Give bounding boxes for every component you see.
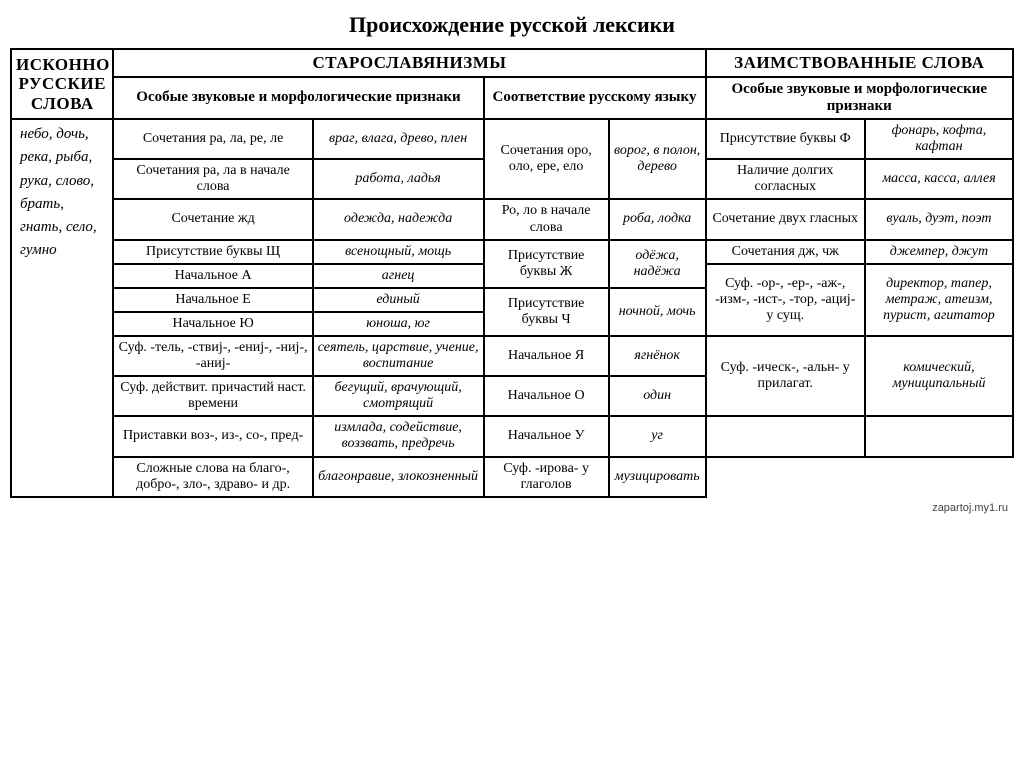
slav-sign: Приставки воз-, из-, со-, пред- xyxy=(113,416,312,456)
slav-ex: благонравие, злокозненный xyxy=(313,457,484,497)
slav-ex: бегущий, врачующий, смотрящий xyxy=(313,376,484,416)
loan-sign: Суф. -ическ-, -альн- у прилагат. xyxy=(706,336,865,416)
loan-ex: вуаль, дуэт, поэт xyxy=(865,199,1013,239)
loan-ex: комический, муниципальный xyxy=(865,336,1013,416)
slav-ex: одежда, надежда xyxy=(313,199,484,239)
slav-sign: Суф. действит. причастий наст. времени xyxy=(113,376,312,416)
loan-ex: фонарь, кофта, кафтан xyxy=(865,119,1013,159)
corr-sign: Сочетания оро, оло, ере, ело xyxy=(484,119,609,199)
slav-sign: Сочетание жд xyxy=(113,199,312,239)
slav-sign: Суф. -тель, -ствиј-, -ениј-, -ниј-, -ани… xyxy=(113,336,312,376)
loan-sign: Суф. -ор-, -ер-, -аж-, -изм-, -ист-, -то… xyxy=(706,264,865,336)
slav-ex: агнец xyxy=(313,264,484,288)
slav-ex: единый xyxy=(313,288,484,312)
col-loan-signs: Особые звуковые и морфологические призна… xyxy=(706,77,1013,120)
slav-sign: Начальное А xyxy=(113,264,312,288)
slav-sign: Сочетания ра, ла в начале слова xyxy=(113,159,312,199)
loan-sign: Присутствие буквы Ф xyxy=(706,119,865,159)
loan-sign: Суф. -ирова- у глаголов xyxy=(484,457,609,497)
corr-sign: Начальное Я xyxy=(484,336,609,376)
slav-ex: сеятель, царствие, учение, воспитание xyxy=(313,336,484,376)
loan-ex: директор, тапер, метраж, атеизм, пурист,… xyxy=(865,264,1013,336)
loan-ex: музицировать xyxy=(609,457,706,497)
page-title: Происхождение русской лексики xyxy=(10,12,1014,38)
corr-ex: роба, лодка xyxy=(609,199,706,239)
col-slav-signs: Особые звуковые и морфологические призна… xyxy=(113,77,483,120)
corr-ex: одёжа, надёжа xyxy=(609,240,706,288)
loan-sign: Сочетания дж, чж xyxy=(706,240,865,264)
corr-ex: уг xyxy=(609,416,706,456)
slav-sign: Начальное Ю xyxy=(113,312,312,336)
corr-sign: Начальное О xyxy=(484,376,609,416)
corr-ex: один xyxy=(609,376,706,416)
loan-sign: Сочетание двух гласных xyxy=(706,199,865,239)
slav-ex: всенощный, мощь xyxy=(313,240,484,264)
loan-ex: масса, касса, аллея xyxy=(865,159,1013,199)
slav-ex: юноша, юг xyxy=(313,312,484,336)
corr-sign: Присутствие буквы Ж xyxy=(484,240,609,288)
slav-ex: измлада, содей­ствие, воззвать, предречь xyxy=(313,416,484,456)
slav-sign: Присутствие буквы Щ xyxy=(113,240,312,264)
corr-sign: Присутствие буквы Ч xyxy=(484,288,609,336)
native-words: небо, дочь, река, рыба, рука, слово, бра… xyxy=(11,119,113,497)
slav-sign: Сложные слова на благо-, добро-, зло-, з… xyxy=(113,457,312,497)
col-loan: ЗАИМСТВОВАННЫЕ СЛОВА xyxy=(706,49,1013,77)
slav-ex: враг, влага, древо, плен xyxy=(313,119,484,159)
footer-credit: zapartoj.my1.ru xyxy=(10,502,1014,514)
corr-ex: ворог, в полон, дерево xyxy=(609,119,706,199)
corr-ex: ночной, мочь xyxy=(609,288,706,336)
slav-sign: Начальное Е xyxy=(113,288,312,312)
lexicon-table: ИСКОННО РУССКИЕ СЛОВА СТАРОСЛАВЯНИЗМЫ ЗА… xyxy=(10,48,1014,498)
loan-sign: Наличие долгих согласных xyxy=(706,159,865,199)
col-slav-corr: Соответствие русскому языку xyxy=(484,77,706,120)
col-slav: СТАРОСЛАВЯНИЗМЫ xyxy=(113,49,705,77)
slav-sign: Сочетания ра, ла, ре, ле xyxy=(113,119,312,159)
corr-sign: Ро, ло в начале слова xyxy=(484,199,609,239)
slav-ex: работа, ладья xyxy=(313,159,484,199)
corr-sign: Начальное У xyxy=(484,416,609,456)
corr-ex: ягнёнок xyxy=(609,336,706,376)
loan-ex: джемпер, джут xyxy=(865,240,1013,264)
col-native: ИСКОННО РУССКИЕ СЛОВА xyxy=(11,49,113,119)
